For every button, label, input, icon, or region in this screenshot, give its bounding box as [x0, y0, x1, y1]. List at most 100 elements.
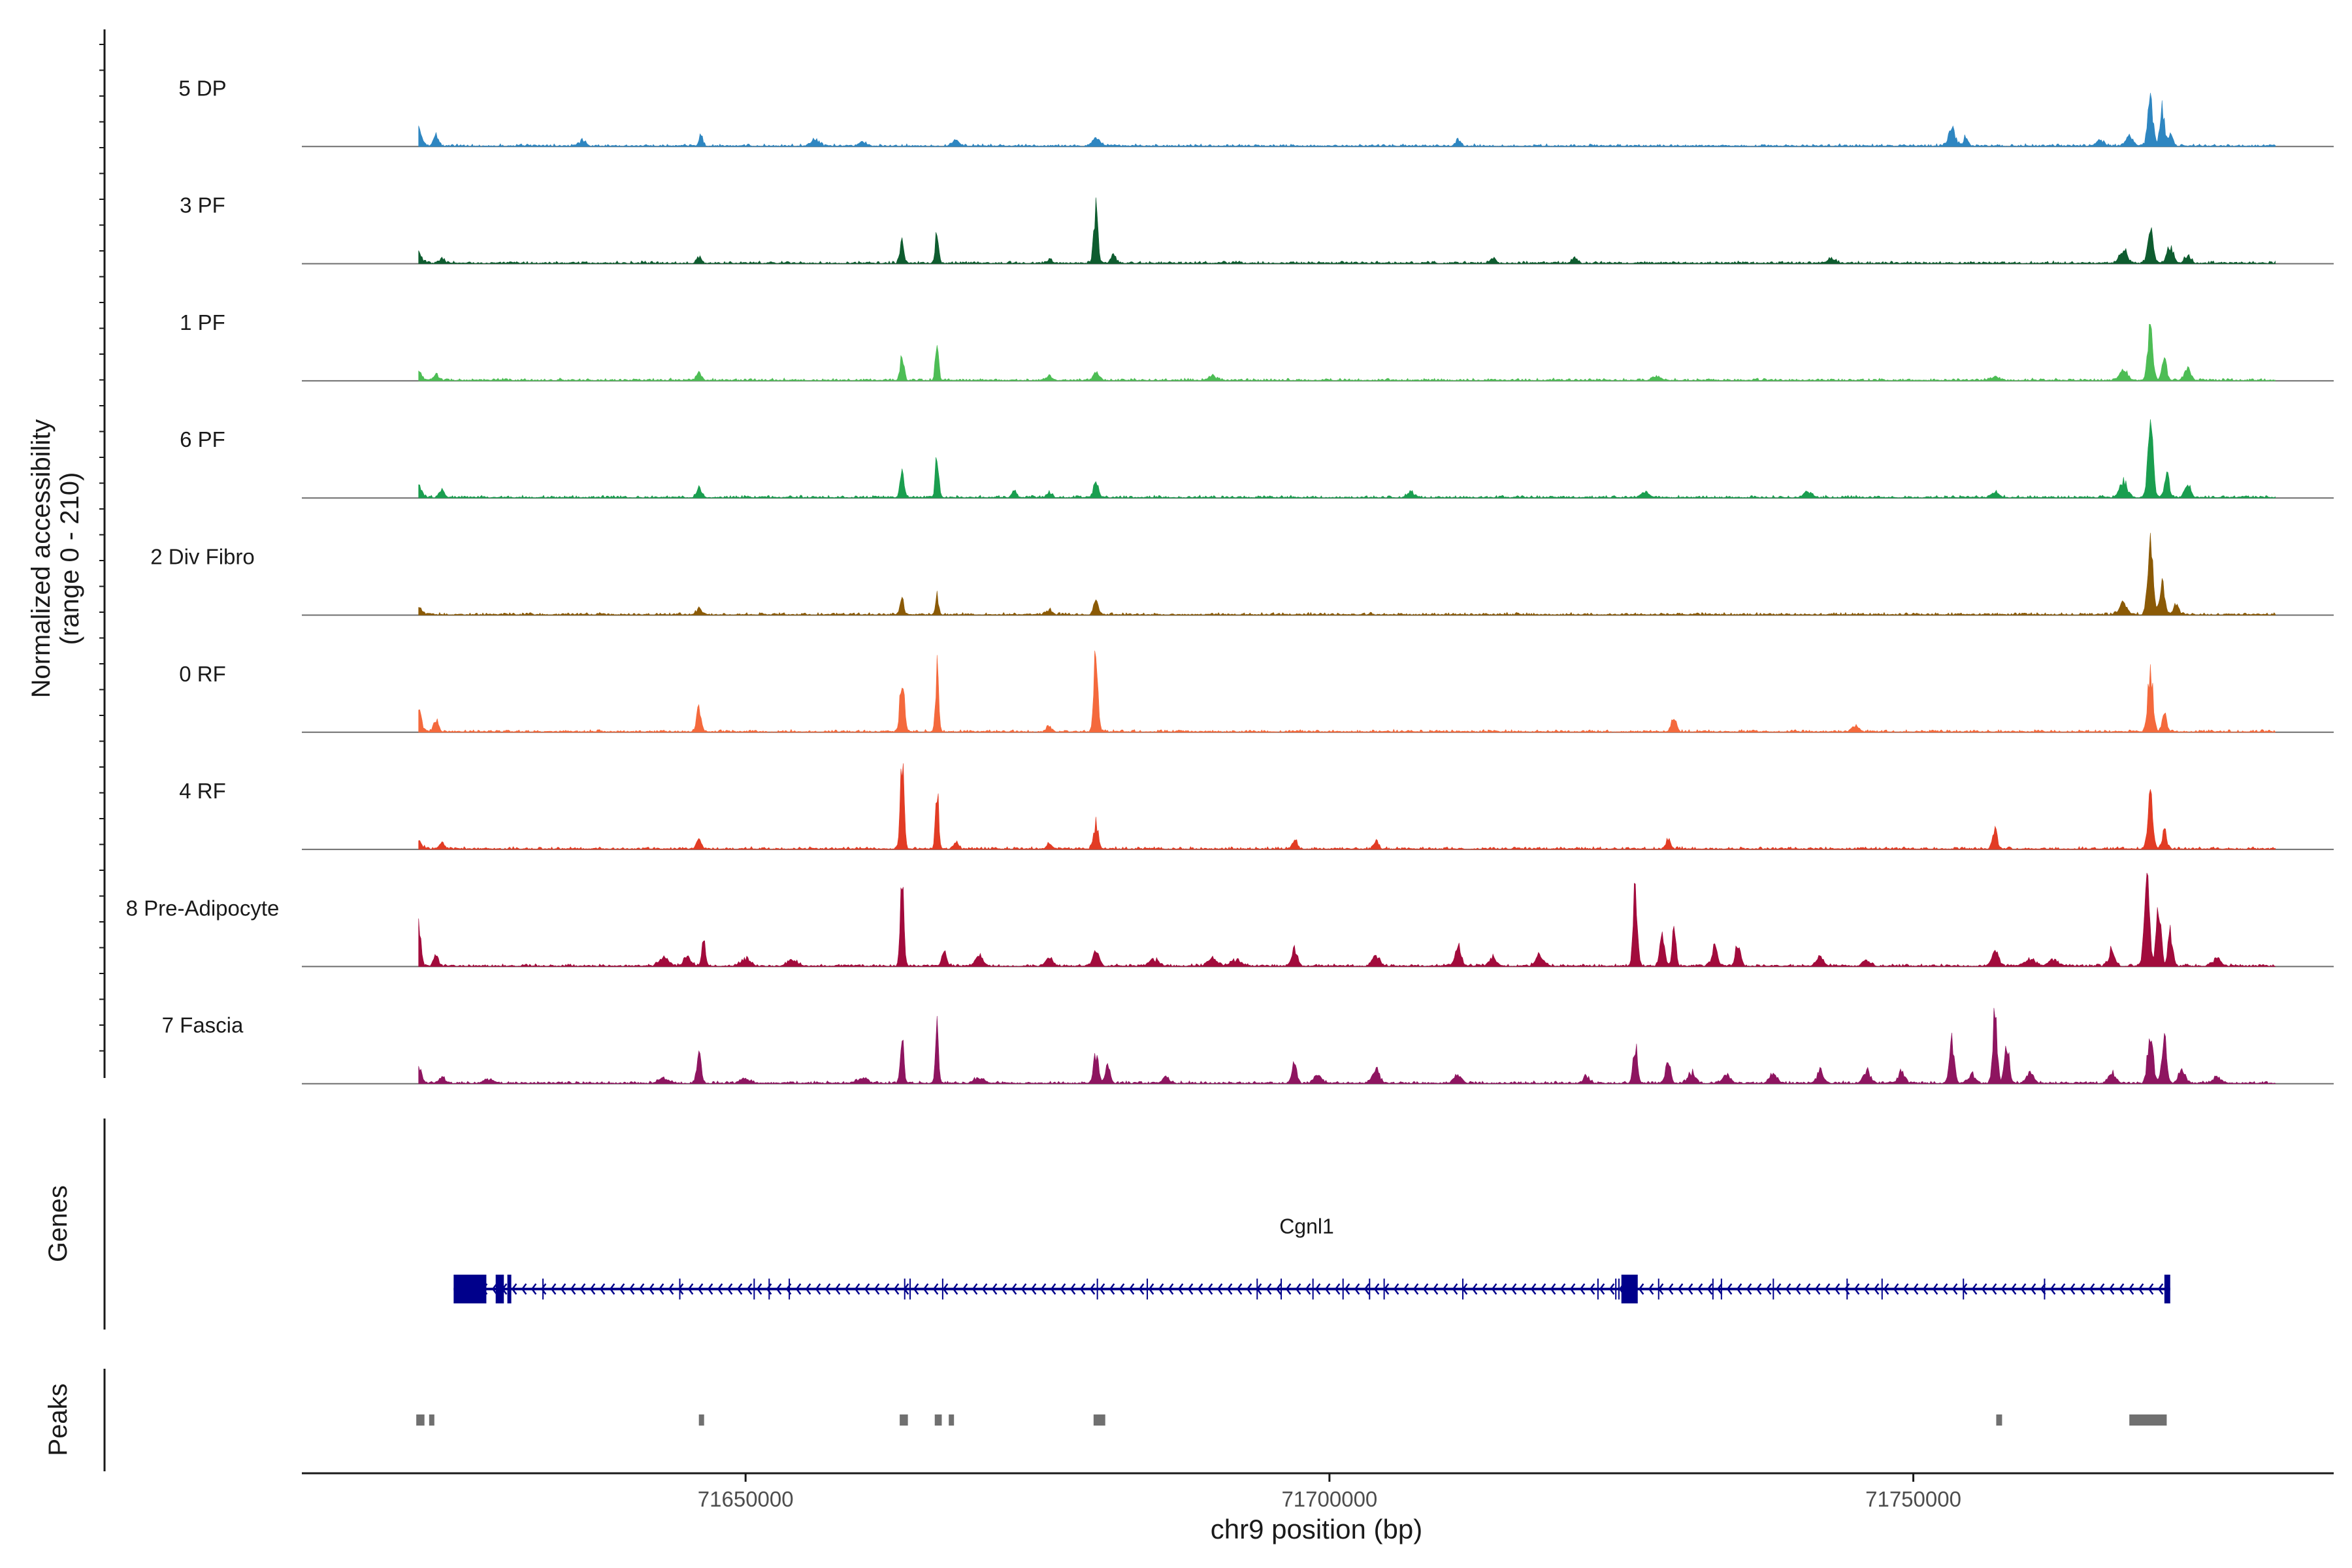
strand-arrow: [1765, 1283, 1772, 1295]
strand-arrow: [795, 1283, 802, 1295]
genes-panel-label: Genes: [44, 1185, 73, 1262]
strand-arrow: [1109, 1283, 1115, 1295]
strand-arrow: [1824, 1283, 1831, 1295]
strand-arrow: [609, 1283, 615, 1295]
strand-arrow: [1756, 1283, 1762, 1295]
strand-arrow: [2148, 1283, 2154, 1295]
strand-arrow: [2079, 1283, 2085, 1295]
peak-region: [949, 1414, 955, 1426]
peak-region: [1093, 1414, 1105, 1426]
strand-arrow: [1952, 1283, 1958, 1295]
x-axis-label: chr9 position (bp): [1211, 1514, 1423, 1544]
strand-arrow: [1814, 1283, 1821, 1295]
exon: [453, 1275, 487, 1303]
strand-arrow: [2089, 1283, 2095, 1295]
track-label: 6 PF: [180, 427, 225, 451]
strand-arrow: [942, 1283, 949, 1295]
strand-arrow: [1834, 1283, 1840, 1295]
strand-arrow: [531, 1283, 537, 1295]
strand-arrow: [1011, 1283, 1017, 1295]
track-6-pf: 6 PF: [180, 419, 2334, 499]
strand-arrow: [1844, 1283, 1850, 1295]
peak-regions: [416, 1414, 2167, 1426]
strand-arrow: [1883, 1283, 1889, 1295]
track-label: 0 RF: [179, 662, 226, 686]
strand-arrow: [2069, 1283, 2076, 1295]
strand-arrow: [638, 1283, 645, 1295]
strand-arrow: [1520, 1283, 1527, 1295]
strand-arrow: [1275, 1283, 1282, 1295]
strand-arrow: [2050, 1283, 2056, 1295]
strand-arrow: [844, 1283, 851, 1295]
strand-arrow: [1217, 1283, 1223, 1295]
track-4-rf: 4 RF: [179, 763, 2334, 851]
strand-arrow: [1021, 1283, 1027, 1295]
strand-arrow: [560, 1283, 566, 1295]
strand-arrow: [491, 1283, 498, 1295]
strand-arrow: [932, 1283, 939, 1295]
strand-arrow: [1981, 1283, 1987, 1295]
strand-arrow: [570, 1283, 576, 1295]
strand-arrow: [923, 1283, 929, 1295]
strand-arrow: [1158, 1283, 1164, 1295]
strand-arrow: [874, 1283, 880, 1295]
strand-arrow: [962, 1283, 968, 1295]
strand-arrow: [1991, 1283, 1997, 1295]
peak-region: [2129, 1414, 2167, 1426]
x-axis-ticks: 71650000 71700000 71750000: [698, 1473, 1961, 1511]
strand-arrow: [756, 1283, 762, 1295]
x-tick-label: 71750000: [1865, 1487, 1961, 1511]
track-label: 8 Pre-Adipocyte: [126, 896, 280, 920]
strand-arrow: [1530, 1283, 1537, 1295]
strand-arrow: [1168, 1283, 1174, 1295]
peak-region: [429, 1414, 434, 1426]
strand-arrow: [1001, 1283, 1007, 1295]
strand-arrow: [1677, 1283, 1684, 1295]
strand-arrow: [805, 1283, 811, 1295]
strand-arrow: [1912, 1283, 1919, 1295]
strand-arrow: [952, 1283, 958, 1295]
strand-arrow: [580, 1283, 586, 1295]
strand-arrow: [2138, 1283, 2144, 1295]
strand-arrow: [1511, 1283, 1517, 1295]
track-7-fascia: 7 Fascia: [162, 1007, 2334, 1085]
exon: [507, 1275, 512, 1303]
strand-arrow: [1540, 1283, 1546, 1295]
strand-arrow: [717, 1283, 723, 1295]
strand-arrow: [540, 1283, 547, 1295]
strand-arrow: [2020, 1283, 2027, 1295]
strand-arrow: [1560, 1283, 1566, 1295]
strand-arrow: [619, 1283, 625, 1295]
strand-arrow: [981, 1283, 988, 1295]
strand-arrow: [678, 1283, 684, 1295]
strand-arrow: [727, 1283, 733, 1295]
strand-arrow: [893, 1283, 900, 1295]
strand-arrow: [766, 1283, 772, 1295]
strand-arrow: [991, 1283, 998, 1295]
strand-arrow: [1305, 1283, 1311, 1295]
strand-arrow: [1187, 1283, 1194, 1295]
strand-arrow: [913, 1283, 919, 1295]
strand-arrow: [1579, 1283, 1586, 1295]
strand-arrow: [1070, 1283, 1076, 1295]
strand-arrow: [1471, 1283, 1478, 1295]
strand-arrow: [1442, 1283, 1448, 1295]
strand-arrow: [1726, 1283, 1733, 1295]
coverage-area: [418, 1007, 2276, 1085]
strand-arrow: [1893, 1283, 1899, 1295]
peak-region: [900, 1414, 908, 1426]
strand-arrow: [1354, 1283, 1360, 1295]
peak-region: [416, 1414, 425, 1426]
strand-arrow: [2030, 1283, 2036, 1295]
strand-arrow: [1236, 1283, 1243, 1295]
strand-arrow: [1334, 1283, 1341, 1295]
strand-arrow: [972, 1283, 978, 1295]
strand-arrow: [1315, 1283, 1321, 1295]
strand-arrow: [511, 1283, 517, 1295]
strand-arrow: [1138, 1283, 1145, 1295]
strand-arrow: [1324, 1283, 1331, 1295]
strand-arrow: [1775, 1283, 1782, 1295]
strand-arrow: [1922, 1283, 1929, 1295]
strand-arrow: [1148, 1283, 1154, 1295]
strand-arrow: [1667, 1283, 1674, 1295]
